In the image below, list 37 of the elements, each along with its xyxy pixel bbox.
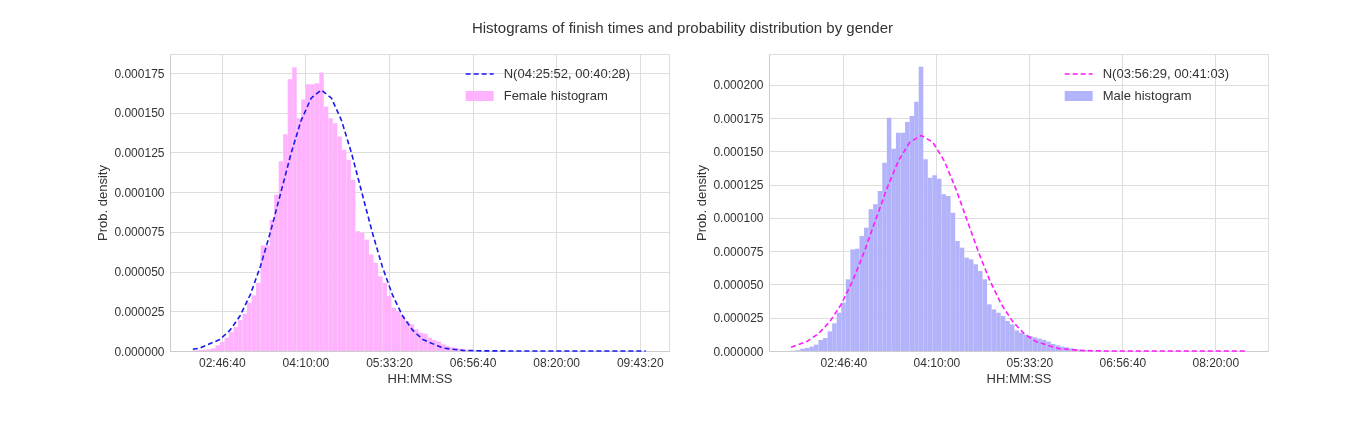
x-tick-label: 08:20:00 [533,355,581,370]
legend-label: N(04:25:52, 00:40:28) [503,66,631,81]
x-tick-label: 05:33:20 [1006,355,1054,370]
y-tick-label: 0.000125 [114,145,165,160]
y-tick-label: 0.000175 [713,111,764,126]
y-tick-label: 0.000075 [713,244,764,259]
y-axis-title: Prob. density [694,164,710,241]
x-tick-label: 04:10:00 [282,355,330,370]
x-tick-label: 08:20:00 [1192,355,1240,370]
legend-label: N(03:56:29, 00:41:03) [1102,66,1230,81]
y-tick-label: 0.000100 [713,211,764,226]
x-tick-label: 02:46:40 [820,355,868,370]
y-axis-title: Prob. density [95,164,111,241]
x-axis-title: HH:MM:SS [986,370,1052,386]
legend-label: Female histogram [503,88,608,103]
x-tick-label: 06:56:40 [1099,355,1147,370]
y-tick-label: 0.000200 [713,78,764,93]
y-tick-label: 0.000150 [713,144,764,159]
y-tick-label: 0.000025 [114,304,165,319]
y-tick-label: 0.000050 [114,265,165,280]
x-axis-title: HH:MM:SS [387,370,453,386]
chart-title: Histograms of finish times and probability distribution by gender [471,18,893,36]
x-tick-label: 06:56:40 [449,355,497,370]
y-tick-label: 0.000100 [114,185,165,200]
y-tick-label: 0.000000 [114,344,165,359]
x-tick-label: 02:46:40 [198,355,246,370]
y-tick-label: 0.000000 [713,344,764,359]
x-tick-label: 04:10:00 [913,355,961,370]
y-tick-label: 0.000125 [713,178,764,193]
y-tick-label: 0.000175 [114,66,165,81]
x-tick-label: 09:43:20 [616,355,664,370]
y-tick-label: 0.000025 [713,311,764,326]
legend-label: Male histogram [1102,88,1192,103]
x-tick-label: 05:33:20 [366,355,414,370]
y-tick-label: 0.000075 [114,225,165,240]
y-tick-label: 0.000150 [114,106,165,121]
y-tick-label: 0.000050 [713,278,764,292]
